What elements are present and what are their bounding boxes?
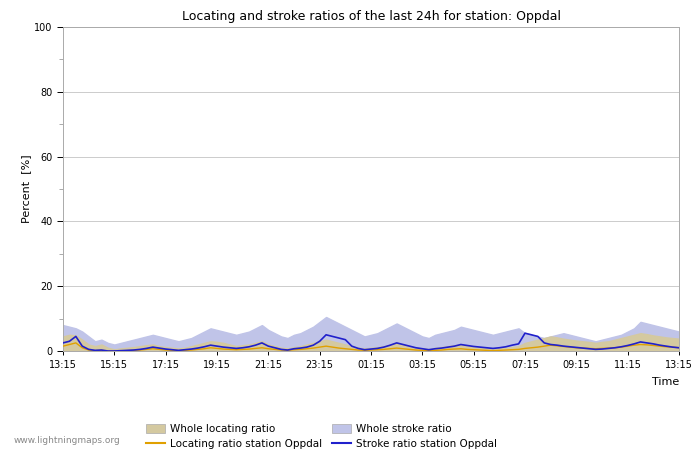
Y-axis label: Percent  [%]: Percent [%] — [22, 155, 32, 223]
Title: Locating and stroke ratios of the last 24h for station: Oppdal: Locating and stroke ratios of the last 2… — [181, 10, 561, 23]
Text: Time: Time — [652, 377, 679, 387]
Legend: Whole locating ratio, Locating ratio station Oppdal, Whole stroke ratio, Stroke : Whole locating ratio, Locating ratio sta… — [146, 424, 498, 450]
Text: www.lightningmaps.org: www.lightningmaps.org — [14, 436, 120, 445]
